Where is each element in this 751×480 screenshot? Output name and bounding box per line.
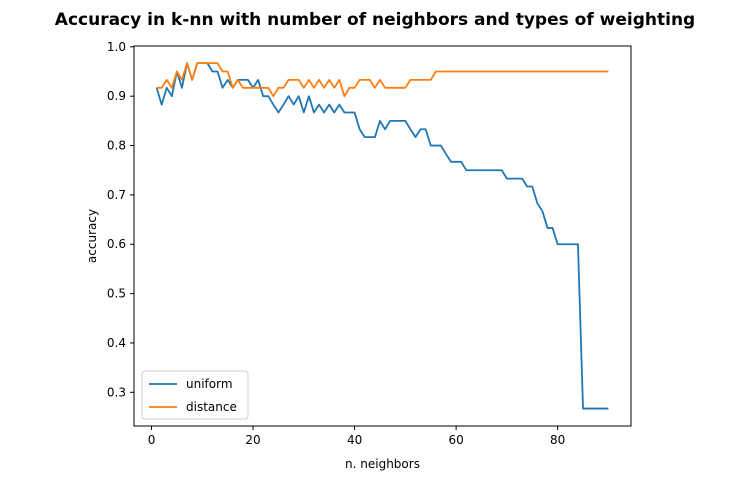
x-tick-label: 60 [448,433,463,447]
legend: uniform distance [141,370,249,420]
series-line-uniform [155,62,609,410]
y-tick-label: 0.7 [107,188,126,202]
y-tick-label: 1.0 [107,40,126,54]
y-tick-label: 0.4 [107,336,126,350]
legend-label-distance: distance [186,400,237,414]
y-tick-label: 0.3 [107,385,126,399]
x-tick-label: 40 [347,433,362,447]
legend-label-uniform: uniform [186,377,233,391]
y-axis-label: accuracy [85,209,99,263]
plot-frame [133,45,632,427]
chart-title: Accuracy in k-nn with number of neighbor… [55,10,695,30]
y-tick-label: 0.8 [107,139,126,153]
x-tick-label: 0 [148,433,156,447]
x-tick-label: 20 [245,433,260,447]
y-axis: 0.3 0.4 0.5 0.6 0.7 0.8 0.9 1.0 [107,40,134,399]
y-tick-label: 0.5 [107,287,126,301]
series-layer [155,62,609,410]
x-axis-label: n. neighbors [345,457,420,471]
y-tick-label: 0.9 [107,89,126,103]
x-axis: 0 20 40 60 80 [148,426,565,447]
x-tick-label: 80 [550,433,565,447]
series-line-distance [156,62,609,98]
y-tick-label: 0.6 [107,237,126,251]
